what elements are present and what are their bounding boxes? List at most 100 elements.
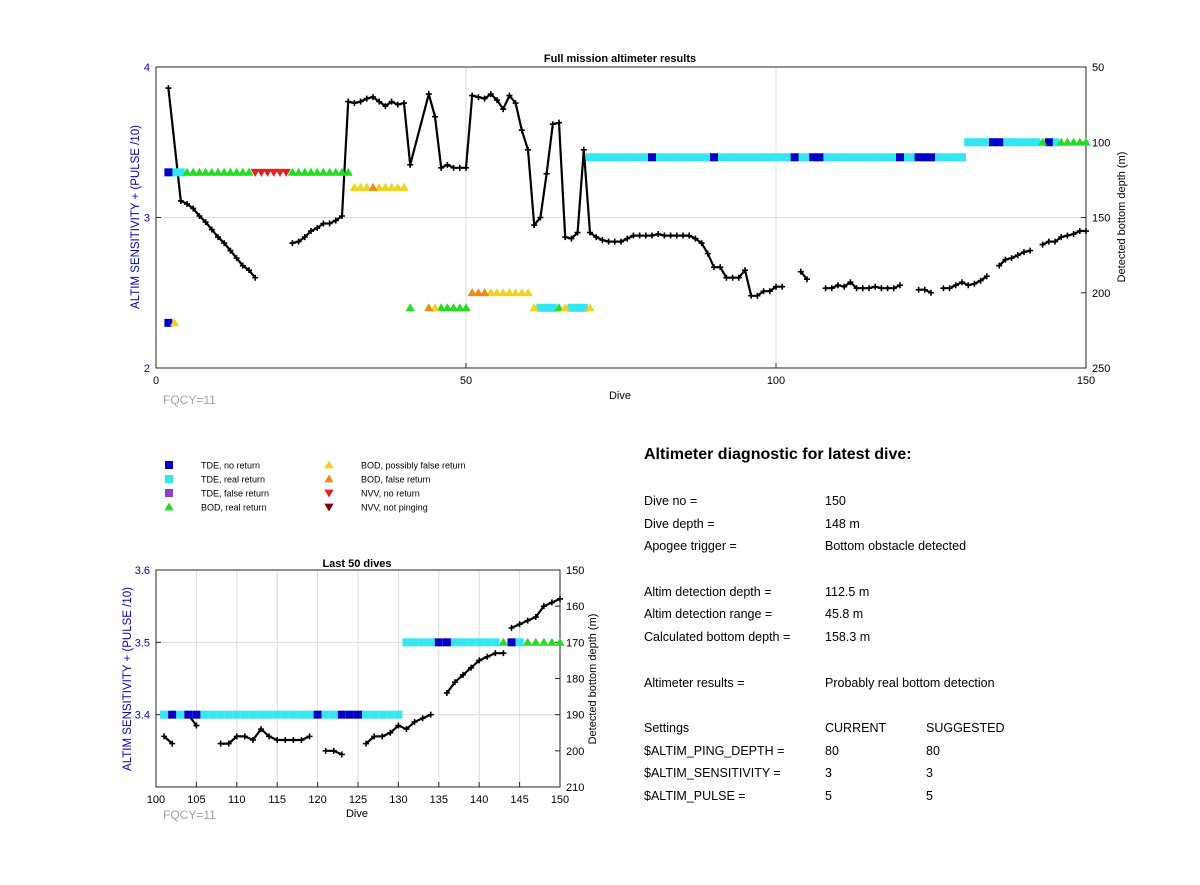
depth-point [667, 232, 674, 239]
altim-marker [896, 153, 904, 162]
depth-point [295, 238, 302, 245]
depth-point [177, 197, 184, 204]
legend-label: TDE, no return [201, 461, 260, 471]
depth-point [1083, 228, 1089, 235]
altim-marker [641, 153, 650, 162]
altim-marker [691, 153, 700, 162]
altim-marker [170, 168, 179, 177]
depth-point [363, 95, 370, 102]
depth-point [481, 95, 488, 102]
depth-point [322, 747, 329, 754]
depth-point [411, 718, 418, 725]
depth-point [217, 740, 224, 747]
altim-marker [184, 710, 193, 719]
altim-marker [679, 153, 687, 162]
x-tick-label: 145 [510, 794, 528, 806]
depth-point [977, 277, 984, 284]
pulse-suggested: 5 [926, 788, 933, 803]
altim-marker [1056, 137, 1066, 146]
altim-marker [467, 638, 476, 647]
ping-depth-current: 80 [825, 743, 839, 758]
altim-marker [475, 638, 484, 647]
altim-marker [523, 637, 533, 646]
depth-point [419, 715, 426, 722]
depth-point [506, 92, 513, 99]
depth-point [636, 232, 643, 239]
x-tick-label: 140 [470, 794, 488, 806]
altim-marker [368, 182, 378, 191]
altim-marker [448, 303, 459, 312]
altim-marker [772, 153, 780, 162]
altim-marker [293, 167, 304, 176]
altim-marker [349, 182, 360, 191]
altim-marker [362, 182, 372, 191]
depth-point [624, 235, 631, 242]
altim-marker [722, 153, 731, 162]
depth-point [698, 240, 705, 247]
altim-marker [244, 167, 254, 176]
altim-marker [920, 153, 929, 162]
y-right-tick-label: 100 [1092, 137, 1110, 149]
altim-marker [380, 182, 391, 191]
altim-marker [386, 710, 395, 719]
pulse-row: $ALTIM_PULSE = 5 5 [644, 789, 1164, 812]
depth-point [190, 205, 197, 212]
depth-point [338, 751, 345, 758]
altim-marker [287, 167, 298, 176]
altim-marker [337, 710, 346, 719]
depth-point [878, 285, 885, 292]
altim-marker [902, 153, 911, 162]
depth-point [249, 736, 256, 743]
altim-marker [455, 303, 465, 312]
y-right-tick-label: 170 [566, 637, 584, 649]
altim-marker [273, 710, 282, 719]
altim-marker [200, 167, 211, 176]
altim-marker [232, 710, 241, 719]
depth-point [266, 733, 273, 740]
altim-marker [405, 303, 415, 312]
y-axis-left-label: ALTIM SENSITIVITY + (PULSE /10) [130, 125, 142, 309]
depth-point [258, 726, 265, 733]
depth-point [332, 217, 339, 224]
y-axis-right-label: Detected bottom depth (m) [587, 614, 599, 745]
legend-marker [165, 461, 173, 469]
legend-label: BOD, possibly false return [361, 461, 466, 471]
legend-label: NVV, no return [361, 489, 420, 499]
depth-point [1002, 256, 1009, 263]
legend-marker [165, 475, 173, 483]
altim-marker [560, 303, 570, 312]
altim-marker [343, 167, 353, 176]
altim-marker [248, 710, 257, 719]
altim-marker [318, 167, 329, 176]
detection-range-value: 45.8 m [825, 607, 864, 622]
y-right-tick-label: 160 [566, 601, 584, 613]
altim-marker [648, 153, 656, 162]
depth-point [379, 733, 386, 740]
fqcy-annotation: FQCY=11 [163, 808, 216, 822]
depth-point [326, 220, 333, 227]
altim-marker [1062, 137, 1073, 146]
altim-marker [257, 710, 266, 719]
altim-marker [329, 710, 338, 719]
apogee-value: Bottom obstacle detected [825, 539, 967, 554]
depth-point [599, 237, 606, 244]
altim-marker [579, 303, 588, 312]
altim-marker [908, 153, 917, 162]
altim-marker [442, 303, 453, 312]
sensitivity-label: $ALTIM_SENSITIVITY = [644, 766, 781, 781]
altim-marker [871, 153, 880, 162]
depth-point [460, 671, 467, 678]
altim-marker [1068, 137, 1079, 146]
y-right-tick-label: 50 [1092, 62, 1104, 74]
altim-marker [548, 303, 557, 312]
depth-point [202, 219, 209, 226]
altim-marker [321, 710, 330, 719]
legend-marker [164, 502, 174, 511]
depth-point [487, 91, 494, 98]
bottom-depth-label: Calculated bottom depth = [644, 630, 791, 645]
altim-marker [529, 303, 539, 312]
depth-point [822, 285, 829, 292]
altim-marker [958, 153, 966, 162]
depth-point [704, 250, 711, 257]
depth-point [531, 222, 538, 229]
